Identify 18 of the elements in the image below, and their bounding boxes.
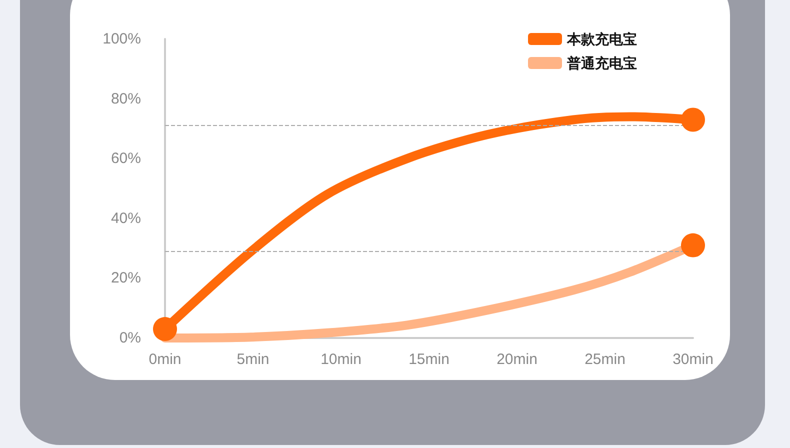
point [153, 317, 177, 342]
y-tick-label: 20% [110, 270, 141, 287]
x-tick-label: 20min [496, 351, 538, 368]
x-tick-label: 15min [408, 351, 450, 368]
y-tick-label: 80% [110, 90, 141, 108]
x-tick-label: 10min [320, 351, 362, 368]
y-tick-label: 60% [110, 150, 141, 168]
point [681, 233, 705, 258]
x-tick-label: 0min [148, 351, 182, 368]
y-tick-label: 40% [110, 210, 141, 227]
x-tick-label: 30min [672, 351, 714, 368]
x-tick-label: 5min [236, 351, 270, 368]
point [681, 108, 705, 132]
legend-label: 普通充电宝 [566, 55, 637, 71]
legend-label: 本款充电宝 [566, 31, 637, 47]
y-tick-label: 0% [119, 330, 141, 346]
x-tick-label: 25min [584, 351, 626, 368]
y-tick-label: 100% [102, 30, 141, 48]
